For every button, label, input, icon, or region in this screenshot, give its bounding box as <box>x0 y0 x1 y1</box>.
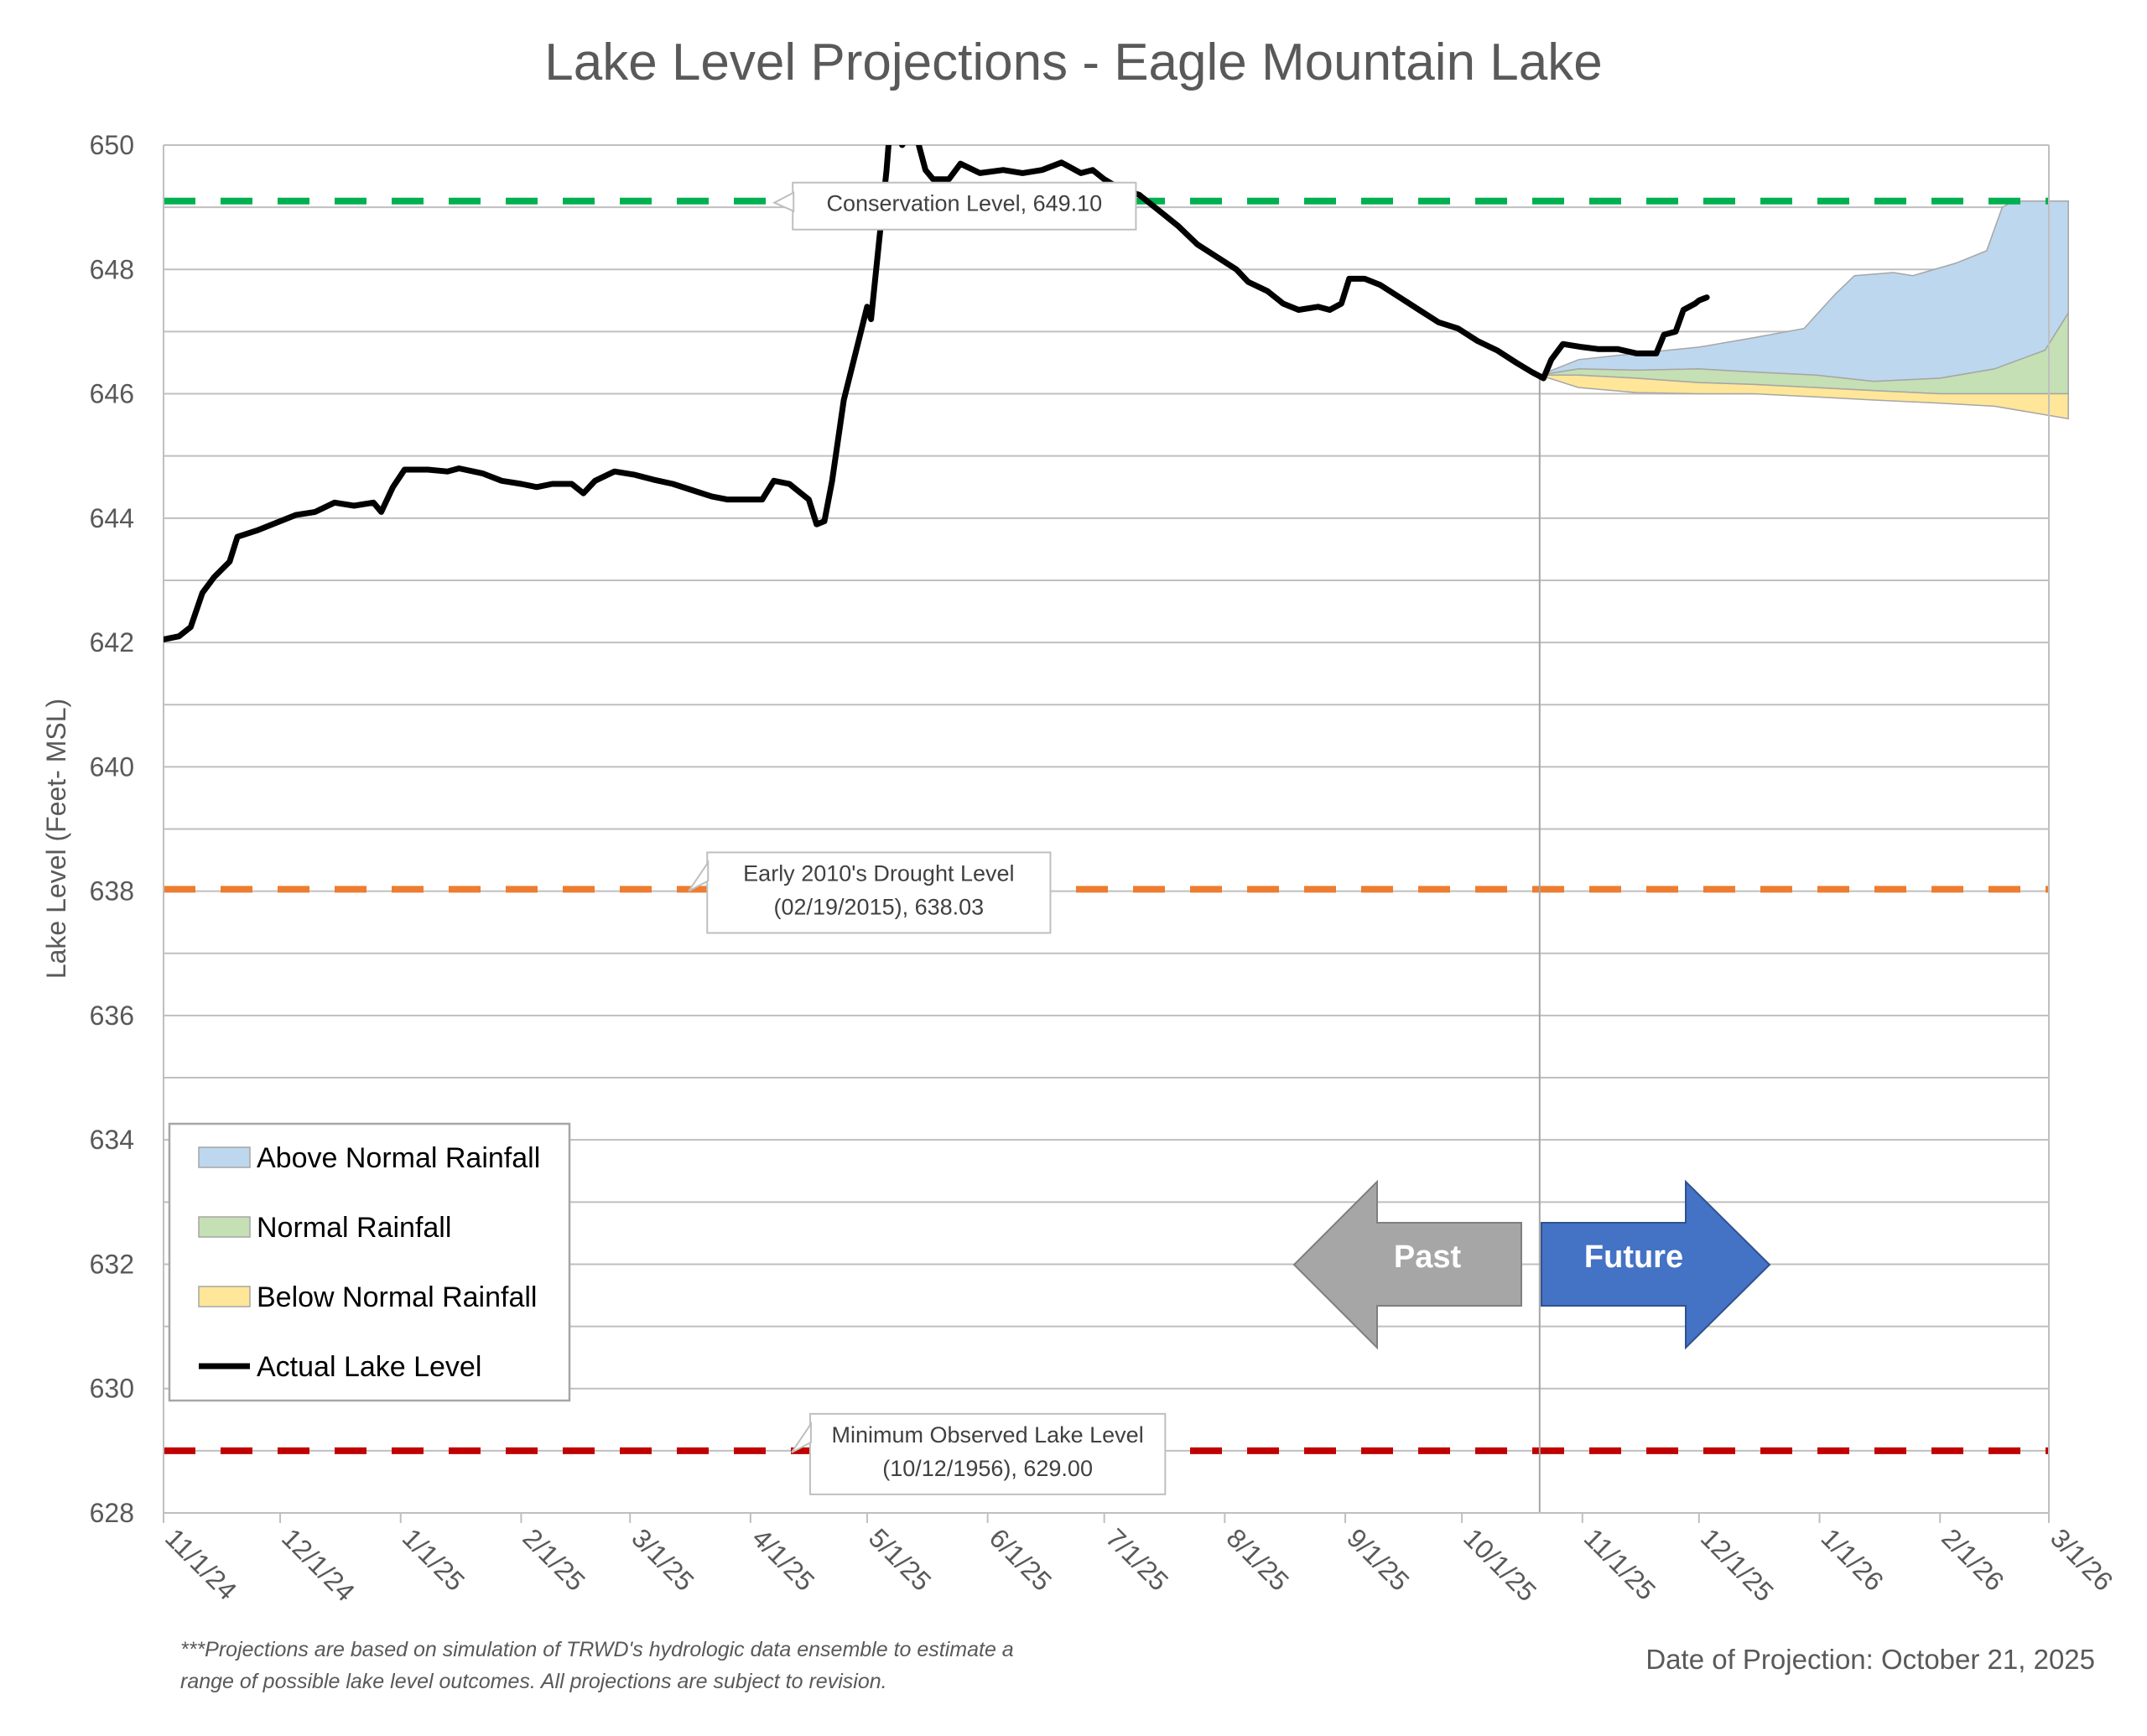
annotation-label: Early 2010's Drought Level <box>743 860 1014 886</box>
annotation-pointer <box>688 860 710 892</box>
legend-label: Below Normal Rainfall <box>257 1281 537 1313</box>
y-tick-label: 628 <box>90 1498 134 1528</box>
legend-swatch <box>198 1146 251 1168</box>
y-tick-label: 648 <box>90 254 134 284</box>
legend-box <box>168 1122 571 1402</box>
y-tick-label: 650 <box>90 130 134 160</box>
annotation-label: Conservation Level, 649.10 <box>826 191 1102 216</box>
y-tick-label: 646 <box>90 379 134 409</box>
footnote: ***Projections are based on simulation o… <box>180 1638 1014 1693</box>
footnote-line: range of possible lake level outcomes. A… <box>180 1670 887 1693</box>
legend-swatch <box>198 1286 251 1307</box>
footnote-line: ***Projections are based on simulation o… <box>180 1638 1014 1661</box>
annotation-box <box>792 181 1137 231</box>
annotation-label: (02/19/2015), 638.03 <box>773 894 984 919</box>
annotation-box <box>706 851 1052 934</box>
date-of-projection: Date of Projection: October 21, 2025 <box>1645 1644 2095 1675</box>
legend-label: Actual Lake Level <box>257 1351 481 1383</box>
projection-bands <box>1539 200 2069 420</box>
actual-level-series <box>164 145 1710 642</box>
y-tick-label: 640 <box>90 751 134 782</box>
annotation-box <box>808 1412 1167 1495</box>
past-arrow-label: Past <box>1394 1240 1462 1275</box>
y-tick-label: 634 <box>90 1125 134 1155</box>
past-arrow <box>1292 1179 1522 1350</box>
annotation-pointer <box>772 191 795 213</box>
band-below-normal-rainfall <box>1539 374 2069 420</box>
legend-label: Normal Rainfall <box>257 1212 451 1244</box>
annotation-pointer <box>791 1421 812 1453</box>
legend-swatch <box>198 1216 251 1238</box>
y-tick-label: 636 <box>90 1001 134 1031</box>
y-tick-label: 630 <box>90 1374 134 1404</box>
chart-title: Lake Level Projections - Eagle Mountain … <box>544 34 1602 91</box>
past-future-arrows: Past Future <box>1292 1179 1771 1350</box>
y-tick-label: 642 <box>90 627 134 657</box>
annotation-label: (10/12/1956), 629.00 <box>882 1456 1093 1481</box>
y-axis-label: Lake Level (Feet- MSL) <box>41 699 71 979</box>
y-tick-label: 632 <box>90 1249 134 1279</box>
legend: Above Normal Rainfall Normal Rainfall Belo… <box>168 1122 571 1402</box>
annotation-label: Minimum Observed Lake Level <box>832 1422 1144 1448</box>
legend-label: Above Normal Rainfall <box>257 1142 540 1174</box>
future-arrow-label: Future <box>1584 1240 1683 1275</box>
reference-annotations: Conservation Level, 649.10 Early 2010's D… <box>688 181 1167 1495</box>
actual-lake-level-line <box>164 145 1710 642</box>
y-tick-label: 638 <box>90 876 134 907</box>
y-tick-label: 644 <box>90 503 134 533</box>
future-arrow <box>1541 1179 1771 1350</box>
